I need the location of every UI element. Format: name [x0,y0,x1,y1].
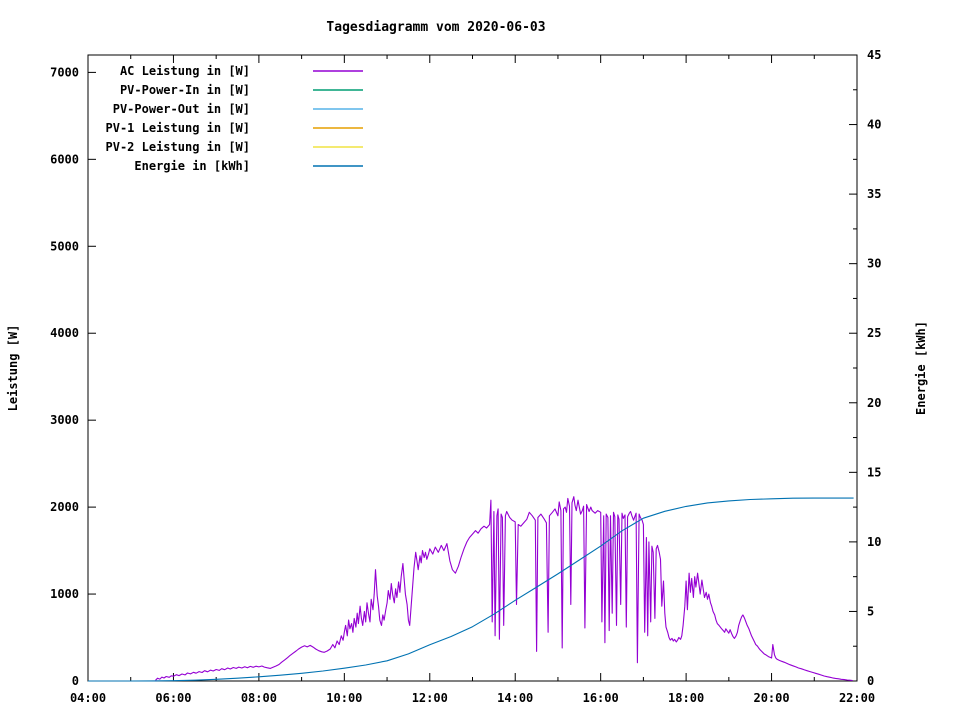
y-left-axis-label: Leistung [W] [6,325,20,412]
y-right-tick-label: 10 [867,535,881,549]
x-tick-label: 12:00 [412,691,448,705]
y-left-tick-label: 6000 [50,152,79,166]
y-left-tick-label: 3000 [50,413,79,427]
legend-label-pv-power-out-in-w: PV-Power-Out in [W] [113,102,250,116]
legend-label-pv-power-in-in-w: PV-Power-In in [W] [120,83,250,97]
legend-label-ac-leistung-in-w: AC Leistung in [W] [120,64,250,78]
x-tick-label: 16:00 [583,691,619,705]
legend-label-pv-1-leistung-in-w: PV-1 Leistung in [W] [106,121,251,135]
y-right-tick-label: 20 [867,396,881,410]
y-right-tick-label: 45 [867,48,881,62]
series-line-energie-in-kwh [88,497,854,682]
y-right-tick-label: 35 [867,187,881,201]
x-tick-label: 08:00 [241,691,277,705]
x-tick-label: 22:00 [839,691,875,705]
x-tick-label: 20:00 [753,691,789,705]
y-right-tick-label: 25 [867,326,881,340]
y-right-tick-label: 40 [867,118,881,132]
legend-label-pv-2-leistung-in-w: PV-2 Leistung in [W] [106,140,251,154]
y-left-tick-label: 7000 [50,65,79,79]
series-line-ac-leistung-in-w [155,496,853,682]
y-left-tick-label: 0 [72,674,79,688]
legend-label-energie-in-kwh: Energie in [kWh] [134,159,250,173]
x-tick-label: 14:00 [497,691,533,705]
y-left-tick-label: 4000 [50,326,79,340]
y-right-tick-label: 30 [867,257,881,271]
y-right-tick-label: 5 [867,604,874,618]
plot-area: 04:00 06:00 08:00 10:00 12:00 14:00 16:00 18:00… [50,48,881,705]
x-tick-label: 06:00 [155,691,191,705]
y-right-axis-label: Energie [kWh] [914,321,928,415]
y-right-tick-label: 15 [867,465,881,479]
x-tick-label: 18:00 [668,691,704,705]
x-tick-label: 04:00 [70,691,106,705]
y-left-tick-label: 2000 [50,500,79,514]
chart-title: Tagesdiagramm vom 2020-06-03 [326,20,545,35]
y-left-tick-label: 1000 [50,587,79,601]
y-left-tick-label: 5000 [50,239,79,253]
x-tick-label: 10:00 [326,691,362,705]
y-right-tick-label: 0 [867,674,874,688]
